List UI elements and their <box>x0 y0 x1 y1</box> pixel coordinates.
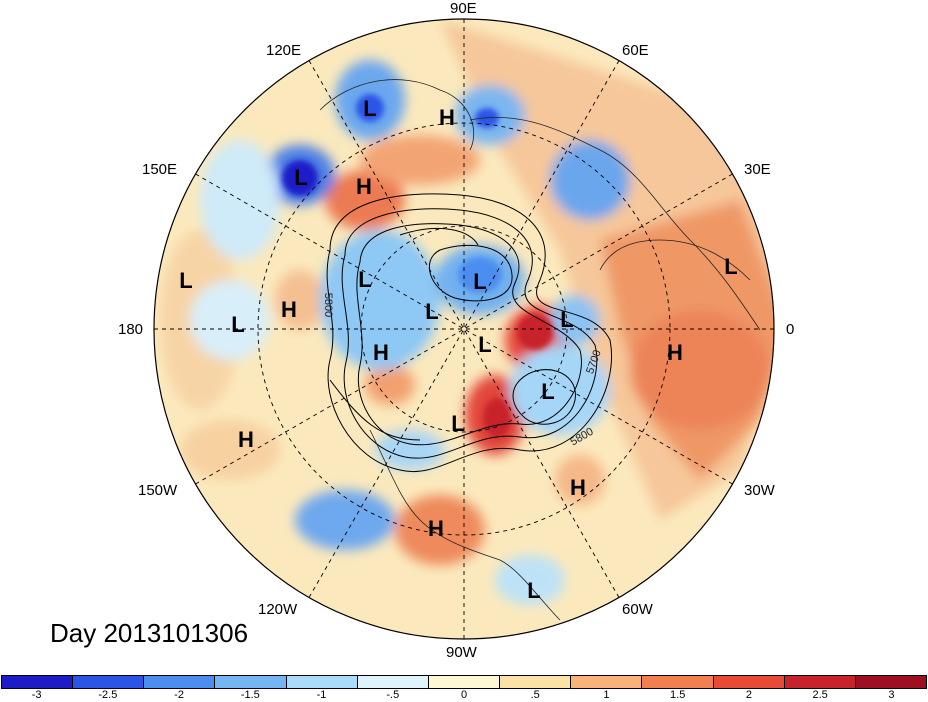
colorbar-tick-label: 0 <box>460 689 468 701</box>
colorbar-swatch <box>144 676 216 688</box>
lon-label-90e: 90E <box>450 0 477 17</box>
colorbar-tick-label: -1 <box>316 689 327 701</box>
high-center: H <box>356 174 372 199</box>
low-center: L <box>425 299 439 324</box>
colorbar-swatch <box>357 676 429 688</box>
colorbar-swatch <box>500 676 572 688</box>
colorbar-swatch <box>73 676 145 688</box>
colorbar-swatch <box>642 676 714 688</box>
high-center: H <box>238 427 254 452</box>
graticule <box>154 19 774 639</box>
low-center: L <box>478 332 492 357</box>
colorbar-swatch <box>428 676 501 688</box>
lon-label-30w: 30W <box>744 482 775 499</box>
colorbar-swatch <box>286 676 358 688</box>
colorbar-tick-label: 2.5 <box>812 689 828 701</box>
lon-label-60w: 60W <box>622 601 653 618</box>
colorbar-tick-label: 2 <box>745 689 752 701</box>
lon-label-90w: 90W <box>446 644 477 661</box>
lon-label-0: 0 <box>786 321 795 338</box>
colorbar-tick-label: 1 <box>603 689 610 701</box>
low-center: L <box>451 411 465 436</box>
map-boundary <box>153 18 775 640</box>
lon-label-30e: 30E <box>744 161 771 178</box>
low-center: L <box>231 312 245 337</box>
high-center: H <box>439 105 455 130</box>
colorbar-swatch <box>2 676 74 688</box>
lon-label-180: 180 <box>118 321 144 338</box>
low-center: L <box>527 578 541 603</box>
colorbar-swatch <box>784 676 856 688</box>
date-title: Day 2013101306 <box>50 618 249 648</box>
high-center: H <box>667 340 683 365</box>
low-center: L <box>541 379 555 404</box>
colorbar-swatch <box>215 676 287 688</box>
low-center: L <box>560 307 574 332</box>
low-center: L <box>358 267 372 292</box>
colorbar-tick-label: .5 <box>530 689 540 701</box>
colorbar-tick-label: -2.5 <box>98 689 118 701</box>
low-center: L <box>179 268 193 293</box>
low-center: L <box>724 254 738 279</box>
colorbar-swatch <box>571 676 643 688</box>
high-center: H <box>570 475 586 500</box>
colorbar <box>1 675 927 689</box>
colorbar-tick-label: -2 <box>174 689 184 701</box>
high-center: H <box>373 340 389 365</box>
lon-label-150e: 150E <box>142 161 178 178</box>
low-center: L <box>473 269 487 294</box>
colorbar-tick-label: -3 <box>31 689 42 701</box>
colorbar-swatch <box>713 676 785 688</box>
lon-label-60e: 60E <box>622 42 649 59</box>
high-center: H <box>428 516 444 541</box>
low-center: L <box>294 165 308 190</box>
contour-label: 5800 <box>322 292 334 318</box>
lon-label-150w: 150W <box>138 482 178 499</box>
colorbar-tick-label: 1.5 <box>670 689 686 701</box>
low-center: L <box>363 96 377 121</box>
colorbar-tick-label: 3 <box>888 689 895 701</box>
anomaly-field <box>154 19 774 639</box>
colorbar-tick-label: -.5 <box>386 689 400 701</box>
lon-label-120w: 120W <box>258 601 298 618</box>
high-center: H <box>281 297 297 322</box>
colorbar-tick-label: -1.5 <box>240 689 260 701</box>
lon-label-120e: 120E <box>266 42 302 59</box>
colorbar-swatch <box>855 676 927 688</box>
